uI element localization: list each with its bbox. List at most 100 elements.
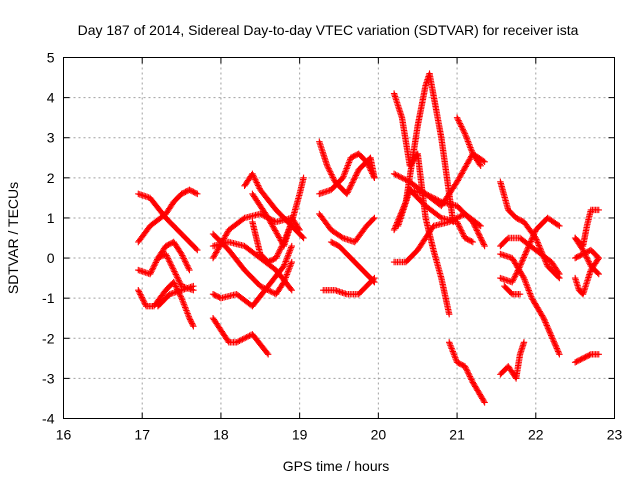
data-point — [192, 245, 200, 253]
data-point — [240, 335, 248, 342]
data-point — [468, 238, 475, 245]
data-point — [426, 192, 434, 200]
series-arc6 — [154, 238, 193, 274]
data-point — [285, 226, 292, 233]
data-point — [541, 256, 549, 264]
data-point — [468, 377, 476, 385]
data-point — [283, 255, 291, 262]
data-point — [249, 170, 256, 178]
data-point — [286, 248, 293, 256]
data-point — [456, 224, 464, 231]
data-point — [244, 333, 252, 340]
data-point — [272, 228, 280, 236]
data-point — [325, 165, 332, 172]
data-point — [533, 237, 541, 245]
data-point — [467, 144, 474, 151]
data-point — [464, 138, 472, 145]
data-point — [258, 283, 265, 291]
data-point — [540, 252, 547, 259]
data-point — [446, 339, 453, 346]
data-point — [268, 220, 275, 227]
data-point — [516, 290, 524, 298]
y-tick-label: 4 — [47, 90, 55, 106]
data-point — [181, 256, 188, 264]
data-point — [166, 259, 174, 266]
data-point — [462, 133, 470, 140]
data-point — [458, 228, 466, 236]
data-point — [461, 164, 469, 172]
data-point — [536, 245, 544, 252]
data-point — [446, 311, 453, 318]
data-point — [169, 265, 177, 272]
data-point — [182, 259, 190, 266]
data-point — [535, 240, 542, 248]
data-point — [481, 158, 488, 165]
data-point — [166, 258, 173, 265]
data-point — [472, 224, 479, 231]
data-point — [548, 333, 556, 341]
data-point — [390, 170, 398, 178]
series-arc26 — [453, 114, 484, 169]
data-point — [460, 166, 468, 173]
data-point — [423, 191, 431, 198]
data-point — [539, 251, 546, 258]
data-point — [274, 231, 281, 238]
data-point — [299, 233, 306, 241]
data-point — [344, 162, 351, 169]
data-point — [511, 274, 518, 281]
data-point — [475, 231, 483, 238]
data-point — [519, 257, 526, 264]
data-point — [185, 265, 192, 272]
data-point — [520, 339, 528, 346]
data-point — [457, 212, 464, 220]
data-point — [253, 179, 260, 186]
data-point — [456, 120, 464, 127]
y-tick-label: 5 — [47, 50, 55, 66]
data-point — [186, 266, 193, 274]
data-point — [458, 227, 465, 234]
data-point — [283, 272, 290, 280]
chart-title: Day 187 of 2014, Sidereal Day-to-day VTE… — [78, 22, 579, 38]
data-point — [554, 221, 562, 229]
data-point — [364, 161, 372, 168]
series-arc21 — [446, 339, 488, 406]
data-point — [538, 248, 545, 255]
x-tick-label: 16 — [56, 427, 72, 443]
y-tick-label: -4 — [42, 411, 55, 427]
data-point — [526, 239, 534, 247]
data-point — [390, 226, 398, 234]
data-point — [269, 223, 277, 230]
data-point — [149, 265, 157, 272]
data-point — [551, 339, 558, 346]
data-point — [391, 225, 398, 232]
data-point — [328, 171, 335, 178]
data-point — [463, 135, 470, 142]
data-point — [185, 311, 192, 319]
data-point — [153, 257, 160, 265]
data-point — [508, 278, 516, 286]
data-point — [349, 177, 357, 185]
data-point — [466, 371, 473, 379]
data-point — [137, 292, 145, 300]
data-point — [300, 174, 307, 182]
data-point — [554, 348, 562, 355]
data-point — [461, 130, 469, 137]
data-point — [221, 233, 229, 241]
data-point — [518, 259, 525, 267]
data-point — [453, 218, 461, 226]
data-point — [180, 299, 187, 306]
series-arc17 — [316, 210, 378, 246]
data-point — [280, 262, 288, 270]
data-point — [286, 224, 293, 232]
data-point — [462, 132, 469, 139]
data-point — [351, 175, 358, 182]
data-point — [178, 250, 185, 258]
data-point — [370, 277, 377, 285]
series-arc18 — [320, 274, 378, 298]
data-point — [287, 245, 294, 253]
data-point — [503, 235, 511, 243]
data-point — [479, 238, 486, 245]
data-point — [450, 351, 458, 358]
data-point — [436, 213, 444, 221]
data-point — [326, 168, 334, 175]
